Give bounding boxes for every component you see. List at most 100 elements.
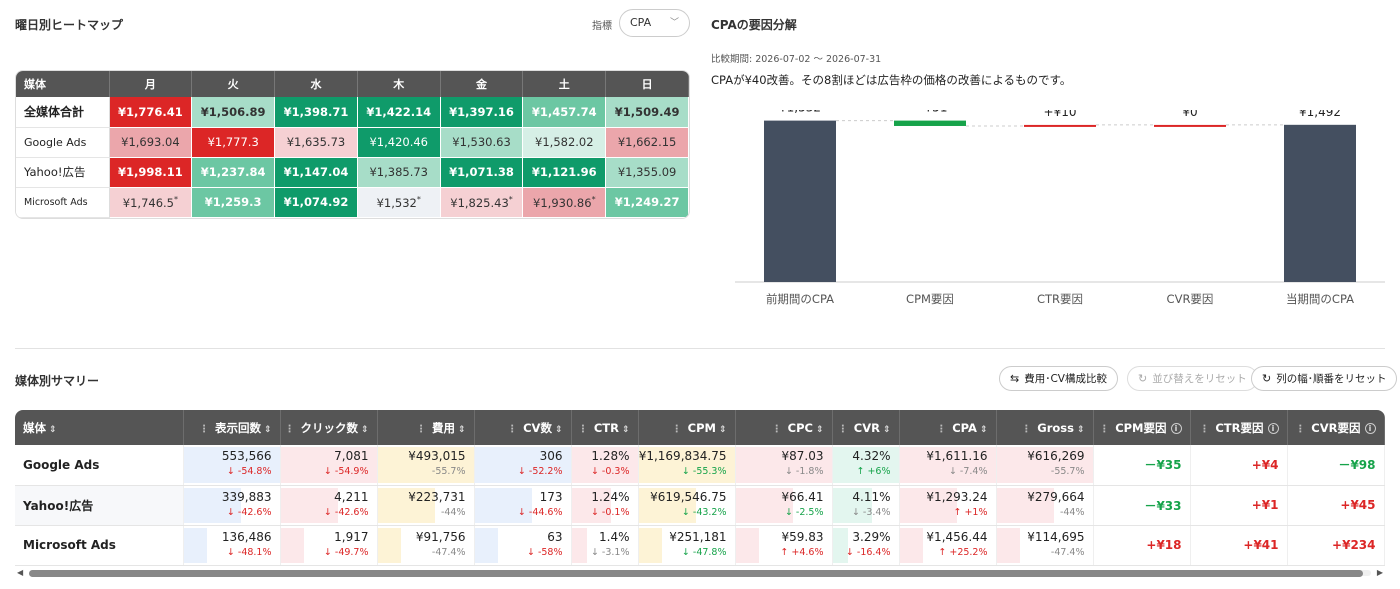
metric-cell: 1.28% ↓ -0.3% xyxy=(571,445,639,486)
column-header[interactable]: ⋮ CPC ⇕ xyxy=(735,410,833,445)
change-rate: ↓ -42.6% xyxy=(323,506,369,518)
column-header[interactable]: ⋮ クリック数 ⇕ xyxy=(280,410,378,445)
sort-icon[interactable]: ⇕ xyxy=(882,424,891,435)
drag-handle-icon[interactable]: ⋮ xyxy=(1295,423,1306,435)
scroll-thumb[interactable] xyxy=(29,570,1363,577)
table-row[interactable]: Google Ads 553,566 ↓ -54.8% 7,081 ↓ -54.9% ¥4… xyxy=(15,445,1385,486)
cost-cv-compare-button[interactable]: ⇆ 費用･CV構成比較 xyxy=(999,366,1118,391)
share-bar xyxy=(735,527,759,563)
drag-handle-icon[interactable]: ⋮ xyxy=(1021,423,1032,435)
metric-value: ¥91,756 xyxy=(415,529,466,544)
metric-cell: ¥91,756 -47.4% xyxy=(377,525,475,566)
metric-value: ¥251,181 xyxy=(669,529,727,544)
heatmap-table: 媒体 月 火 水 木 金 土 日 全媒体合計 ¥1,776.41 ¥1,506.… xyxy=(15,70,690,219)
drag-handle-icon[interactable]: ⋮ xyxy=(1199,423,1210,435)
heatmap-cell: ¥1,420.46 xyxy=(357,127,441,158)
factor-cell: +¥1 xyxy=(1190,485,1288,526)
metric-value: 3.29% xyxy=(852,529,891,544)
share-bar xyxy=(280,527,304,563)
table-row[interactable]: Microsoft Ads 136,486 ↓ -48.1% 1,917 ↓ -49.7… xyxy=(15,525,1385,566)
metric-value: 1.24% xyxy=(591,489,630,504)
sort-icon[interactable]: ⇕ xyxy=(979,424,988,435)
share-bar xyxy=(183,527,207,563)
sort-icon[interactable]: ⇕ xyxy=(718,424,727,435)
metric-cell: 306 ↓ -52.2% xyxy=(474,445,572,486)
horizontal-scrollbar[interactable]: ◀ ▶ xyxy=(15,568,1385,578)
share-bar xyxy=(735,447,832,483)
drag-handle-icon[interactable]: ⋮ xyxy=(771,423,782,435)
info-icon[interactable]: i xyxy=(1364,422,1376,434)
drag-handle-icon[interactable]: ⋮ xyxy=(198,423,209,435)
sort-icon[interactable]: ⇕ xyxy=(815,424,824,435)
change-rate: -55.7% xyxy=(431,466,466,477)
cost-cv-compare-label: 費用･CV構成比較 xyxy=(1024,373,1107,385)
change-rate: ↑ +25.2% xyxy=(938,546,988,558)
change-rate: -44% xyxy=(1059,506,1085,518)
column-header[interactable]: ⋮ CTR ⇕ xyxy=(571,410,639,445)
low-sample-mark: * xyxy=(416,194,421,204)
change-rate: -47.4% xyxy=(431,546,466,558)
column-header-label: CPC xyxy=(787,420,813,435)
drag-handle-icon[interactable]: ⋮ xyxy=(415,423,426,435)
sort-icon[interactable]: ⇕ xyxy=(554,424,563,435)
drag-handle-icon[interactable]: ⋮ xyxy=(837,423,848,435)
column-header[interactable]: ⋮ CVR ⇕ xyxy=(832,410,900,445)
share-bar xyxy=(571,487,612,523)
sort-icon[interactable]: ⇕ xyxy=(49,424,57,435)
heatmap-header-media: 媒体 xyxy=(16,71,110,97)
metric-cell: 4,211 ↓ -42.6% xyxy=(280,485,378,526)
heatmap-row-label: Google Ads xyxy=(16,127,110,158)
change-rate: ↓ -1.8% xyxy=(784,466,824,477)
metric-value: 4.11% xyxy=(852,489,891,504)
drag-handle-icon[interactable]: ⋮ xyxy=(671,423,682,435)
metric-cell: ¥114,695 -47.4% xyxy=(996,525,1094,566)
metric-cell: ¥279,664 -44% xyxy=(996,485,1094,526)
sort-icon[interactable]: ⇕ xyxy=(1076,424,1085,435)
chevron-down-icon: ﹀ xyxy=(669,18,679,28)
drag-handle-icon[interactable]: ⋮ xyxy=(936,423,947,435)
share-bar xyxy=(638,447,735,483)
scroll-left-icon[interactable]: ◀ xyxy=(17,568,24,577)
sort-icon[interactable]: ⇕ xyxy=(621,424,630,435)
heatmap-cell: ¥1,635.73 xyxy=(274,127,358,158)
sort-reset-label: 並び替えをリセット xyxy=(1152,373,1247,385)
column-header[interactable]: ⋮ CPM要因 i xyxy=(1093,410,1191,445)
metric-cell: ¥493,015 -55.7% xyxy=(377,445,475,486)
media-name: Yahoo!広告 xyxy=(15,485,184,526)
scroll-right-icon[interactable]: ▶ xyxy=(1376,568,1383,577)
factor-cell: －¥33 xyxy=(1093,485,1191,526)
heatmap-header-day: 金 xyxy=(440,71,524,97)
heatmap-cell-value: ¥1,746.5 xyxy=(122,195,174,210)
info-icon[interactable]: i xyxy=(1267,422,1279,434)
drag-handle-icon[interactable]: ⋮ xyxy=(284,423,295,435)
metric-cell: ¥1,611.16 ↓ -7.4% xyxy=(899,445,997,486)
change-rate: ↓ -16.4% xyxy=(845,546,891,558)
sort-reset-button[interactable]: ↻ 並び替えをリセット xyxy=(1127,366,1258,391)
sort-icon[interactable]: ⇕ xyxy=(457,424,466,435)
column-header[interactable]: ⋮ CPM ⇕ xyxy=(638,410,736,445)
drag-handle-icon[interactable]: ⋮ xyxy=(1099,423,1110,435)
drag-handle-icon[interactable]: ⋮ xyxy=(507,423,518,435)
column-header[interactable]: ⋮ 費用 ⇕ xyxy=(377,410,475,445)
heatmap-cell: ¥1,509.49 xyxy=(605,97,689,128)
heatmap-cell: ¥1,147.04 xyxy=(274,157,358,188)
heatmap-row-label: 全媒体合計 xyxy=(16,97,110,128)
column-header[interactable]: ⋮ CVR要因 i xyxy=(1287,410,1385,445)
table-row[interactable]: Yahoo!広告 339,883 ↓ -42.6% 4,211 ↓ -42.6% ¥223… xyxy=(15,485,1385,526)
column-header[interactable]: ⋮ Gross ⇕ xyxy=(996,410,1094,445)
share-bar xyxy=(280,487,339,523)
info-icon[interactable]: i xyxy=(1170,422,1182,434)
column-header-label: 表示回数 xyxy=(214,420,261,435)
column-header[interactable]: ⋮ CPA ⇕ xyxy=(899,410,997,445)
column-header[interactable]: 媒体 ⇕ xyxy=(15,410,184,445)
column-header[interactable]: ⋮ CV数 ⇕ xyxy=(474,410,572,445)
sort-icon[interactable]: ⇕ xyxy=(360,424,369,435)
column-header[interactable]: ⋮ 表示回数 ⇕ xyxy=(183,410,281,445)
drag-handle-icon[interactable]: ⋮ xyxy=(577,423,588,435)
factor-cell: －¥98 xyxy=(1287,445,1385,486)
sort-icon[interactable]: ⇕ xyxy=(263,424,272,435)
column-reset-button[interactable]: ↻ 列の幅･順番をリセット xyxy=(1251,366,1398,391)
metric-select[interactable]: CPA ﹀ xyxy=(619,9,690,37)
heatmap-cell: ¥1,825.43* xyxy=(440,187,524,218)
column-header[interactable]: ⋮ CTR要因 i xyxy=(1190,410,1288,445)
